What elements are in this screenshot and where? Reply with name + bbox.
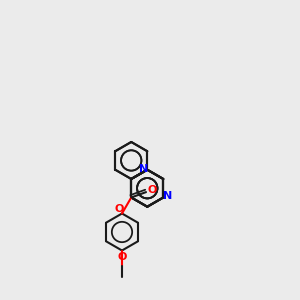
Text: N: N bbox=[163, 191, 172, 202]
Text: N: N bbox=[139, 164, 148, 174]
Text: O: O bbox=[114, 205, 124, 214]
Text: O: O bbox=[147, 185, 157, 195]
Text: O: O bbox=[117, 251, 127, 262]
